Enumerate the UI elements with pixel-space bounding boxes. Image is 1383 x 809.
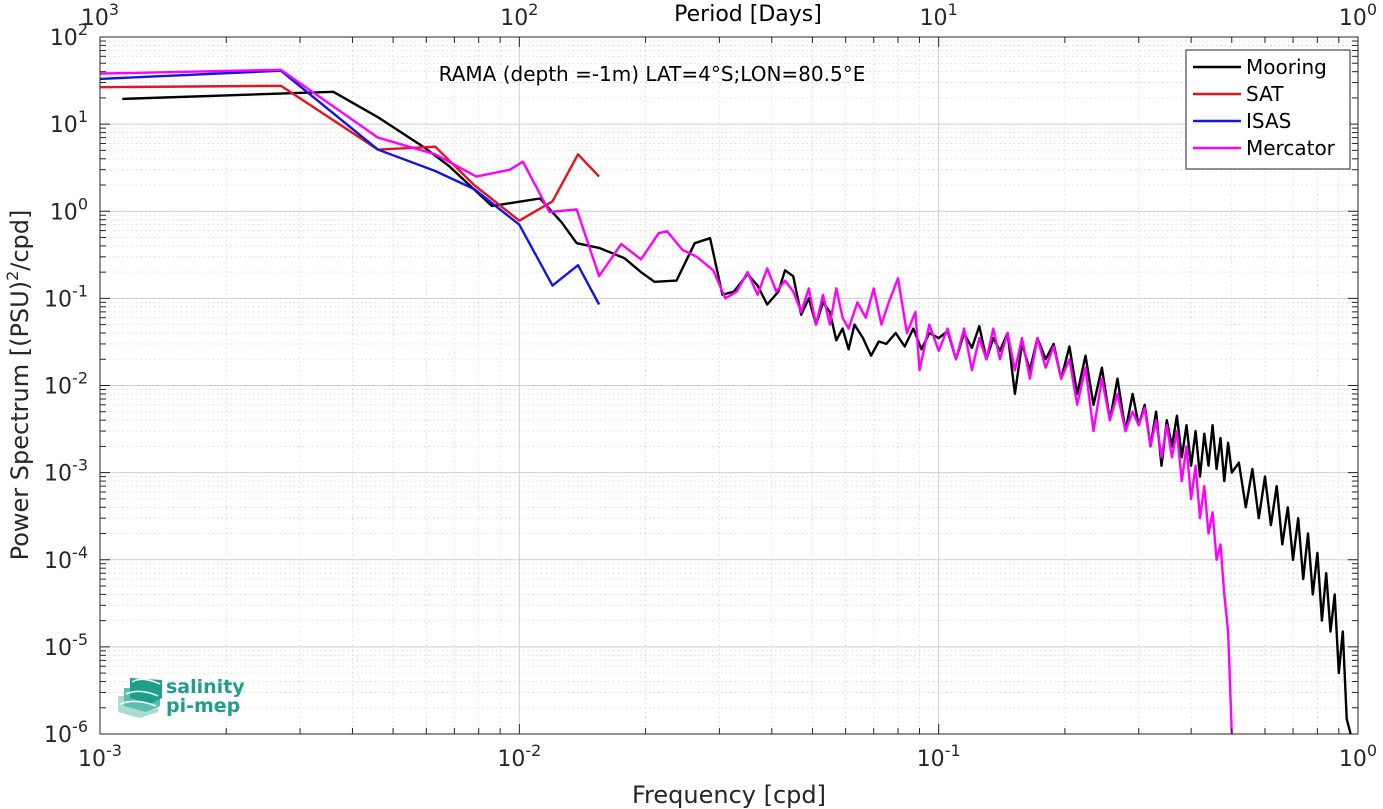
legend-label-isas: ISAS [1246, 109, 1291, 133]
series-line-sat [99, 84, 600, 222]
x-tick-label: 10-2 [497, 741, 541, 772]
x-tick-labels: 10-3 10-2 10-1 100 [78, 741, 1377, 772]
logo-line1: salinity [166, 676, 245, 698]
series-line-mercator [99, 68, 1233, 735]
salinity-pi-mep-logo: salinity pi-mep [118, 676, 245, 718]
legend: Mooring SAT ISAS Mercator [1185, 49, 1351, 170]
top-tick-labels: 103 102 101 100 [81, 0, 1377, 31]
legend-label-sat: SAT [1246, 82, 1284, 106]
x-tick-label: 100 [1339, 741, 1377, 772]
top-tick-label: 100 [1339, 0, 1377, 31]
y-tick-labels: 102 101 100 10-1 10-2 10-3 10-4 10-5 10-6 [44, 20, 88, 748]
y-tick-label: 10-6 [44, 717, 88, 748]
series-line-isas [99, 69, 601, 306]
x-axis-label: Frequency [cpd] [632, 781, 826, 809]
y-tick-label: 102 [50, 20, 88, 51]
y-tick-label: 10-4 [44, 543, 88, 574]
y-axis-label: Power Spectrum [(PSU)2/cpd] [3, 210, 34, 561]
top-tick-label: 103 [81, 0, 119, 31]
series-layer [99, 68, 1352, 735]
x-tick-label: 10-1 [917, 741, 961, 772]
y-tick-label: 10-3 [44, 456, 88, 487]
chart-title: RAMA (depth =-1m) LAT=4°S;LON=80.5°E [439, 62, 866, 86]
y-tick-label: 101 [50, 107, 88, 138]
top-tick-label: 102 [500, 0, 538, 31]
top-axis-label: Period [Days] [674, 2, 822, 27]
minor-grid [100, 37, 1358, 734]
y-tick-label: 10-2 [44, 369, 88, 400]
legend-label-mooring: Mooring [1246, 55, 1327, 79]
tick-marks [99, 36, 1359, 735]
y-tick-label: 100 [50, 194, 88, 225]
legend-label-mercator: Mercator [1246, 136, 1336, 160]
x-tick-label: 10-3 [78, 741, 122, 772]
top-tick-label: 101 [920, 0, 958, 31]
logo-line2: pi-mep [166, 695, 240, 717]
y-tick-label: 10-5 [44, 630, 88, 661]
y-tick-label: 10-1 [44, 281, 88, 312]
